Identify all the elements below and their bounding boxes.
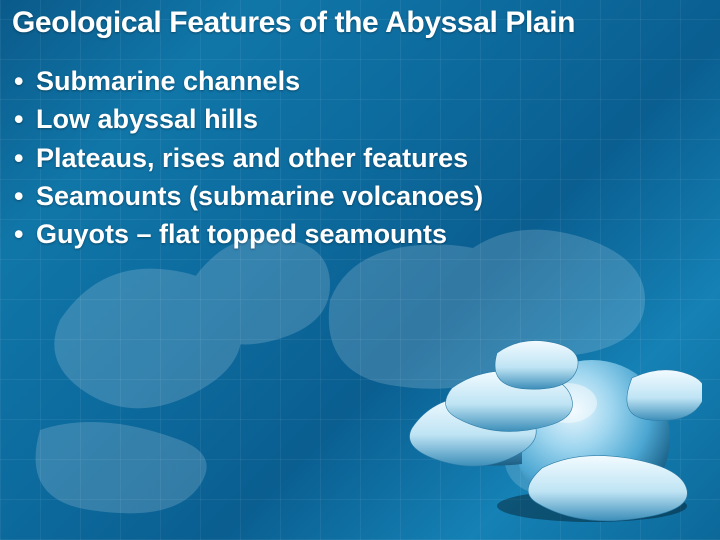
bullet-list: • Submarine channels • Low abyssal hills… — [14, 62, 696, 254]
bullet-text: Seamounts (submarine volcanoes) — [36, 177, 483, 215]
bullet-text: Submarine channels — [36, 62, 300, 100]
bullet-text: Plateaus, rises and other features — [36, 139, 468, 177]
list-item: • Seamounts (submarine volcanoes) — [14, 177, 696, 215]
bullet-text: Guyots – flat topped seamounts — [36, 215, 447, 253]
bullet-glyph: • — [14, 62, 36, 100]
list-item: • Guyots – flat topped seamounts — [14, 215, 696, 253]
bullet-glyph: • — [14, 177, 36, 215]
list-item: • Submarine channels — [14, 62, 696, 100]
bullet-glyph: • — [14, 100, 36, 138]
list-item: • Low abyssal hills — [14, 100, 696, 138]
slide: Geological Features of the Abyssal Plain… — [0, 0, 720, 540]
bullet-glyph: • — [14, 215, 36, 253]
list-item: • Plateaus, rises and other features — [14, 139, 696, 177]
bullet-text: Low abyssal hills — [36, 100, 258, 138]
bullet-glyph: • — [14, 139, 36, 177]
globe-graphic — [402, 318, 702, 528]
slide-title: Geological Features of the Abyssal Plain — [12, 6, 708, 39]
